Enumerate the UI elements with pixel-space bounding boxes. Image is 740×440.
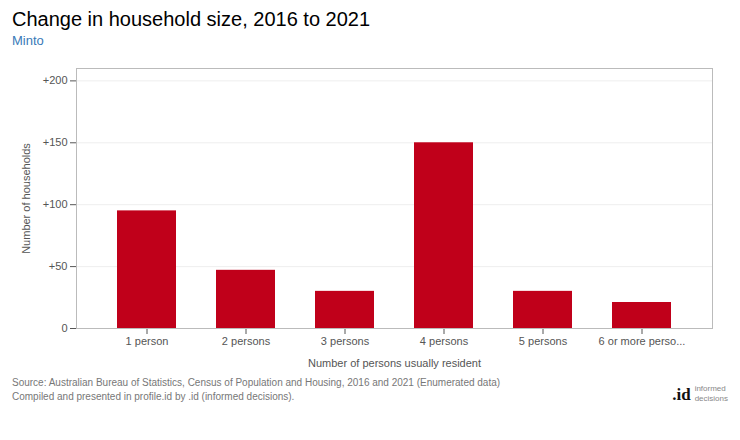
html-text:.id: .id: [672, 385, 691, 404]
svg-text:+200: +200: [43, 74, 68, 86]
html-text:Source: Australian Bureau of S: Source: Australian Bureau of Statistics,…: [12, 377, 501, 402]
svg-text:+150: +150: [43, 136, 68, 148]
svg-text:Number of persons usually resi: Number of persons usually resident: [308, 357, 481, 369]
html-text:Minto: Minto: [12, 33, 44, 48]
svg-text:1 person: 1 person: [126, 335, 169, 347]
svg-text:Number of households: Number of households: [20, 143, 32, 254]
svg-text:4 persons: 4 persons: [420, 335, 469, 347]
svg-text:0: 0: [61, 322, 67, 334]
html-text:informed decisions: informed decisions: [694, 384, 728, 403]
svg-text:6 or more perso...: 6 or more perso...: [599, 335, 686, 347]
svg-text:3 persons: 3 persons: [321, 335, 370, 347]
svg-text:+100: +100: [43, 198, 68, 210]
svg-text:5 persons: 5 persons: [519, 335, 568, 347]
html-text:Change in household size, 2016: Change in household size, 2016 to 2021: [12, 8, 371, 30]
svg-text:+50: +50: [49, 260, 68, 272]
svg-text:2 persons: 2 persons: [222, 335, 271, 347]
